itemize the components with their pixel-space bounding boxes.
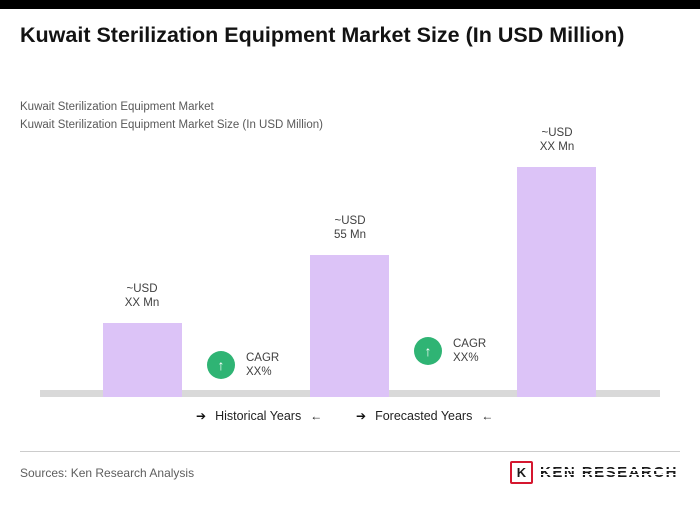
chart-subtitle: Kuwait Sterilization Equipment Market Ku… [20, 98, 660, 134]
bar-value-line-2: XX Mn [539, 141, 575, 153]
bar-value-line-1: ~USD [541, 127, 573, 139]
subtitle-line-2: Kuwait Sterilization Equipment Market Si… [20, 119, 323, 131]
left-arrow-icon: ← [481, 409, 494, 423]
page-title: Kuwait Sterilization Equipment Market Si… [20, 23, 625, 47]
ken-research-logo-icon: K [509, 461, 533, 484]
bar-value-line-2: 55 Mn [334, 229, 366, 241]
bar-historical [103, 323, 182, 397]
axis-span-label: Forecasted Years [375, 409, 473, 423]
top-black-bar [0, 0, 700, 9]
bar-value-line-1: ~USD [126, 283, 158, 295]
bar-value-label: ~USD XX Mn [82, 282, 202, 310]
logo-letter: K [516, 465, 527, 480]
historical-years-span: ➔ Historical Years ← [196, 409, 322, 423]
cagr-badge: ↑ CAGR XX% [414, 337, 486, 365]
cagr-value: XX% [453, 352, 479, 364]
ken-research-logo-text: KEN RESEARCH [537, 464, 680, 481]
bar-value-label: ~USD XX Mn [497, 126, 617, 154]
logo-wordmark: KEN RESEARCH [539, 464, 678, 481]
footer-divider [20, 451, 680, 452]
cagr-badge-text: CAGR XX% [453, 337, 486, 365]
axis-span-label: Historical Years [215, 409, 302, 423]
bar-mid [310, 255, 389, 397]
subtitle-line-1: Kuwait Sterilization Equipment Market [20, 101, 214, 113]
ken-research-logo: K KEN RESEARCH [509, 461, 680, 484]
up-arrow-icon: ↑ [207, 351, 235, 379]
cagr-value: XX% [246, 366, 272, 378]
bar-value-label: ~USD 55 Mn [290, 214, 410, 242]
right-arrow-icon: ➔ [196, 409, 207, 423]
bar-value-line-1: ~USD [334, 215, 366, 227]
logo-cut-line [537, 469, 680, 471]
bar-value-line-2: XX Mn [124, 297, 160, 309]
left-arrow-icon: ← [310, 409, 323, 423]
forecasted-years-span: ➔ Forecasted Years ← [356, 409, 493, 423]
right-arrow-icon: ➔ [356, 409, 367, 423]
bar-forecast [517, 167, 596, 397]
up-arrow-icon: ↑ [414, 337, 442, 365]
cagr-badge-text: CAGR XX% [246, 351, 279, 379]
logo-cut-line [537, 473, 680, 475]
cagr-label: CAGR [246, 352, 280, 364]
sources-text: Sources: Ken Research Analysis [20, 466, 195, 480]
cagr-badge: ↑ CAGR XX% [207, 351, 279, 379]
cagr-label: CAGR [453, 338, 487, 350]
